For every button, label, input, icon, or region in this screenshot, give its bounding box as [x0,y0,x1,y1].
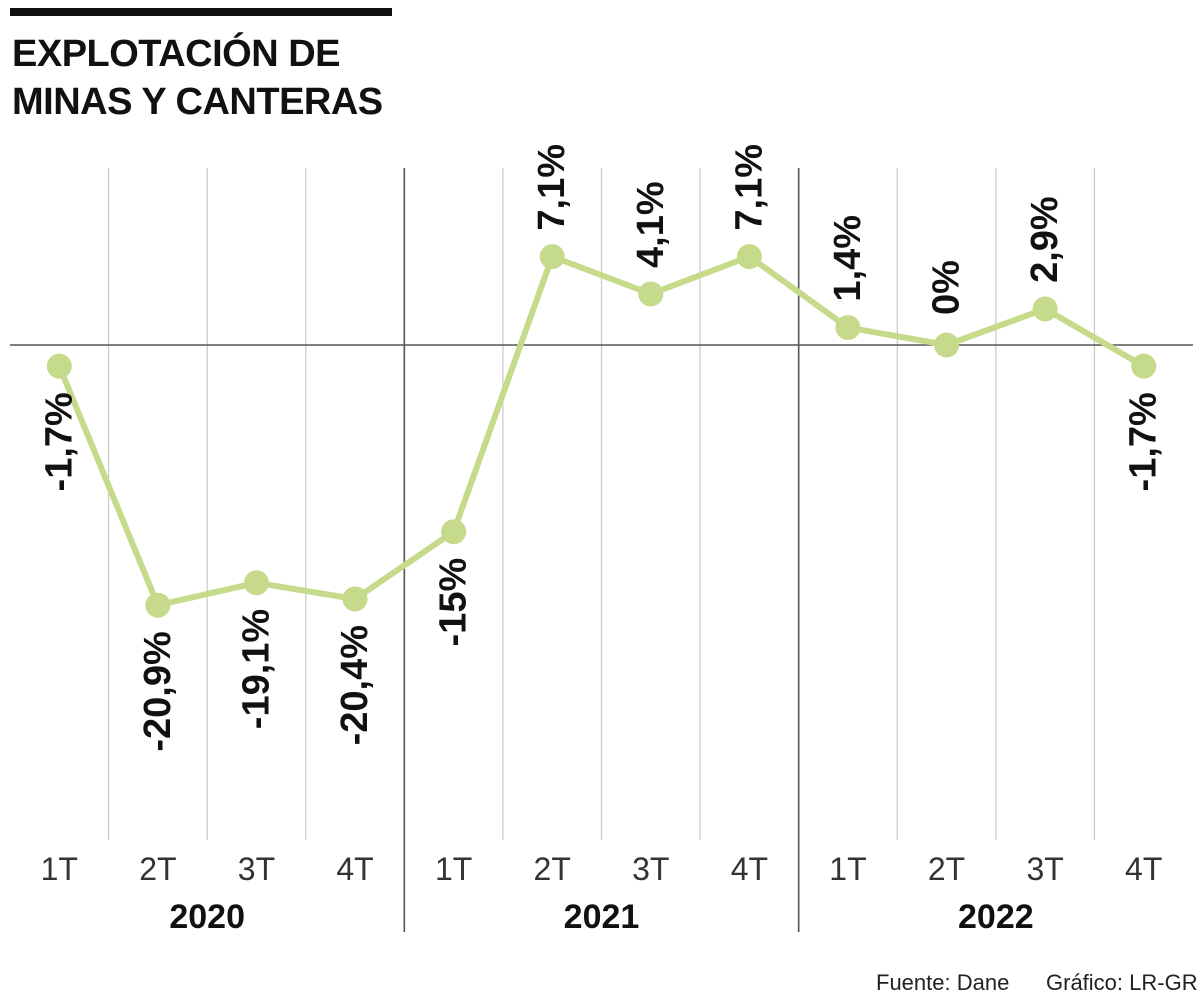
x-tick-label: 3T [238,851,275,887]
data-point [1131,353,1157,379]
year-label: 2021 [564,898,640,936]
data-label: 7,1% [728,144,770,231]
data-label: -19,1% [235,609,277,729]
data-point [243,570,269,596]
data-label: -20,9% [137,631,179,751]
data-label: 7,1% [531,144,573,231]
year-label: 2020 [169,898,245,936]
chart-title-line-1: EXPLOTACIÓN DE [12,33,340,75]
data-point [145,592,171,618]
data-point [441,519,467,545]
data-point [342,586,368,612]
data-label: -1,7% [1123,392,1165,491]
data-point [934,332,960,358]
data-label: 2,9% [1024,196,1066,283]
x-tick-label: 4T [336,851,373,887]
data-label: -15% [433,558,475,647]
data-point [638,281,664,307]
chart-title-line-2: MINAS Y CANTERAS [12,81,383,123]
year-label: 2022 [958,898,1034,936]
x-tick-label: 1T [435,851,472,887]
data-label: -20,4% [334,625,376,745]
x-tick-label: 1T [41,851,78,887]
title-rule [10,8,392,16]
data-label: -1,7% [38,392,80,491]
x-tick-label: 4T [731,851,768,887]
source-note: Fuente: Dane [876,970,1010,995]
data-label: 1,4% [827,215,869,302]
credit-note: Gráfico: LR-GR [1046,970,1198,995]
x-tick-label: 4T [1125,851,1162,887]
data-label: 0% [926,260,968,315]
data-label: 4,1% [630,181,672,268]
data-point [835,315,861,341]
series-line [56,253,1147,609]
x-tick-label: 3T [1026,851,1063,887]
x-tick-label: 1T [829,851,866,887]
x-tick-label: 3T [632,851,669,887]
data-point [736,244,762,270]
x-tick-label: 2T [139,851,176,887]
x-tick-label: 2T [928,851,965,887]
data-point [46,353,72,379]
x-tick-label: 2T [534,851,571,887]
data-point [539,244,565,270]
data-point [1032,296,1058,322]
chart-title: EXPLOTACIÓN DE MINAS Y CANTERAS [12,30,383,126]
